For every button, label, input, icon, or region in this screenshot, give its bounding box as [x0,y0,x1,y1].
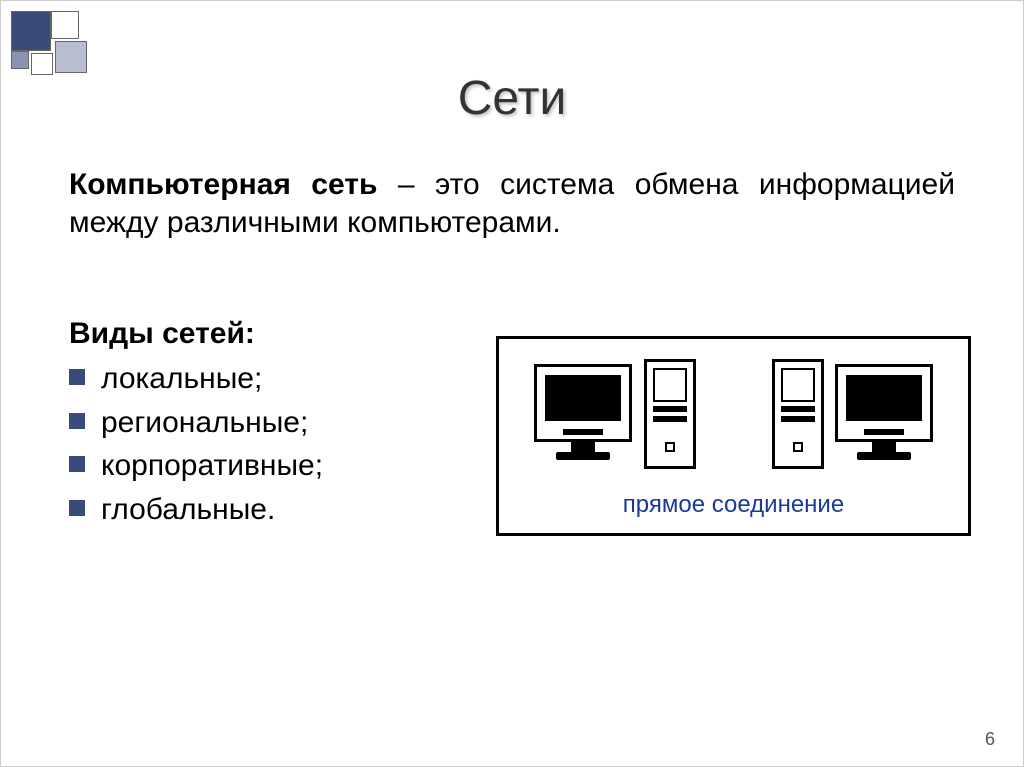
diagram-caption: прямое соединение [499,491,968,519]
network-diagram: прямое соединение [496,336,971,536]
monitor-icon [531,364,636,469]
definition-term: Компьютерная сеть [69,168,377,201]
slide-title: Сети [1,1,1023,126]
tower-icon [772,359,824,469]
monitor-icon [832,364,937,469]
definition-paragraph: Компьютерная сеть – это система обмена и… [69,166,955,241]
slide: Сети Компьютерная сеть – это система обм… [0,0,1024,767]
corner-decoration [11,11,131,71]
page-number: 6 [985,729,995,750]
devices-row [499,359,968,469]
tower-icon [644,359,696,469]
